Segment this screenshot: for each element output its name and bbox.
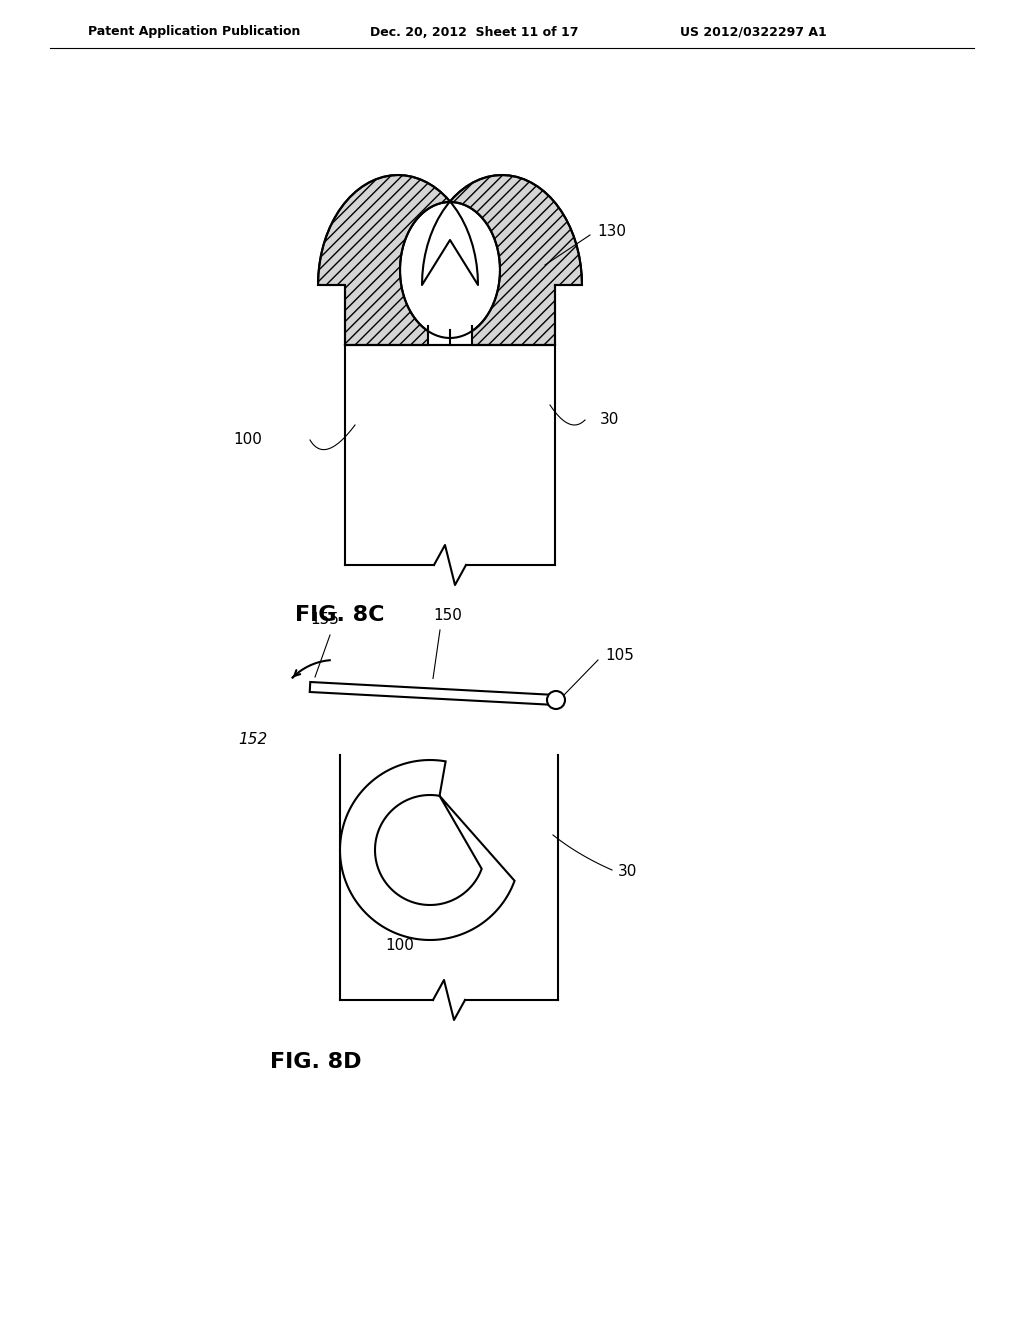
Text: 155: 155 <box>310 612 339 627</box>
Text: 105: 105 <box>605 648 634 663</box>
Polygon shape <box>428 326 472 347</box>
Polygon shape <box>318 176 582 345</box>
Text: 152: 152 <box>239 733 267 747</box>
Text: 100: 100 <box>233 433 262 447</box>
Text: Dec. 20, 2012  Sheet 11 of 17: Dec. 20, 2012 Sheet 11 of 17 <box>370 25 579 38</box>
Polygon shape <box>400 202 500 338</box>
Text: US 2012/0322297 A1: US 2012/0322297 A1 <box>680 25 826 38</box>
Circle shape <box>547 690 565 709</box>
Text: FIG. 8D: FIG. 8D <box>270 1052 361 1072</box>
Text: 30: 30 <box>618 865 637 879</box>
Polygon shape <box>309 682 556 705</box>
Polygon shape <box>340 760 515 940</box>
Text: 150: 150 <box>433 609 463 623</box>
Text: Patent Application Publication: Patent Application Publication <box>88 25 300 38</box>
Text: 130: 130 <box>597 224 626 239</box>
Text: FIG. 8C: FIG. 8C <box>295 605 384 624</box>
Text: 30: 30 <box>600 412 620 428</box>
Text: 100: 100 <box>386 939 415 953</box>
